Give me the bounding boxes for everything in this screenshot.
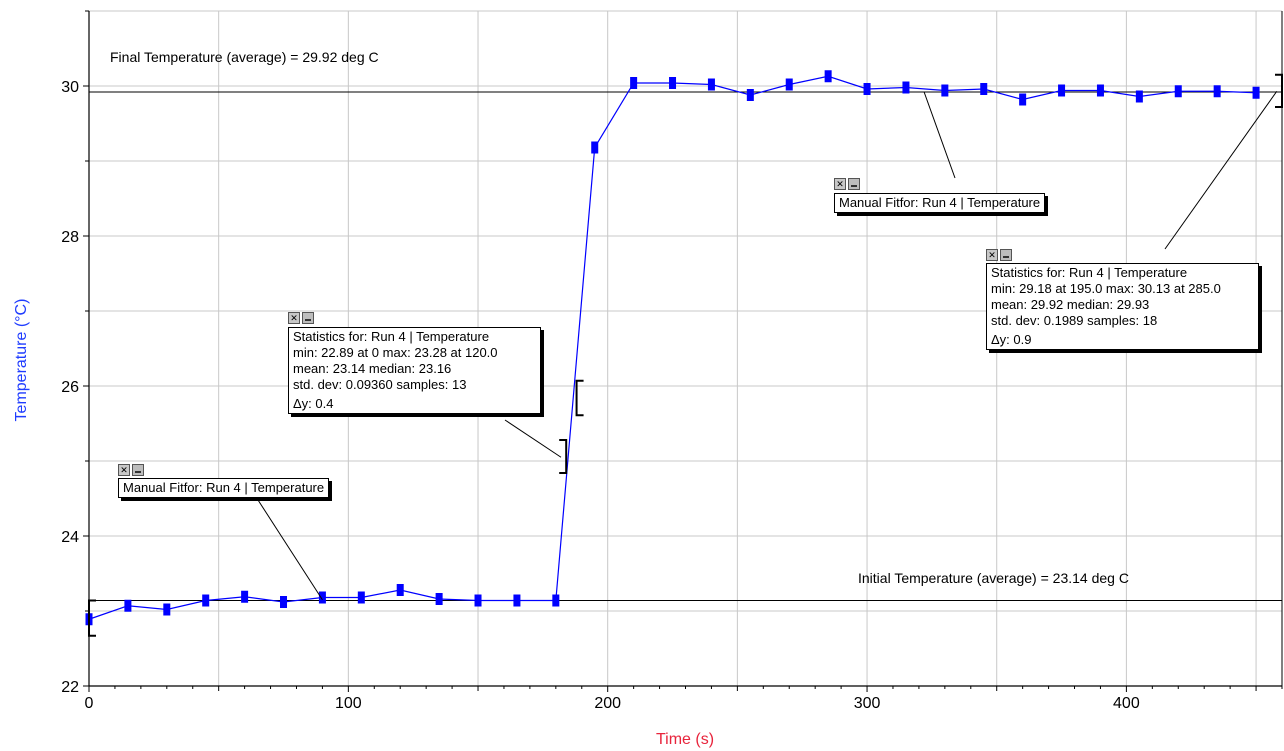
close-icon[interactable]: ✕	[834, 178, 846, 190]
data-point	[280, 596, 288, 608]
x-tick-label: 300	[854, 695, 881, 712]
data-point	[591, 141, 599, 154]
initial-temperature-label: Initial Temperature (average) = 23.14 de…	[858, 570, 1129, 586]
data-point	[396, 584, 404, 596]
y-axis-label: Temperature (°C)	[13, 299, 30, 422]
data-point	[630, 77, 638, 89]
close-icon[interactable]: ✕	[288, 312, 300, 324]
stats-min-max: min: 22.89 at 0 max: 23.28 at 120.0	[293, 345, 498, 360]
statistics-box-1[interactable]: Statistics for: Run 4 | Temperature min:…	[288, 327, 541, 414]
stats-title: Statistics for: Run 4 | Temperature	[293, 329, 490, 344]
x-tick-label: 100	[335, 695, 362, 712]
selection-brackets	[88, 73, 1283, 637]
leader-lines	[257, 90, 1278, 601]
manual-fit-box-2[interactable]: Manual Fitfor: Run 4 | Temperature	[834, 193, 1046, 213]
stats-mean-median: mean: 23.14 median: 23.16	[293, 361, 452, 376]
data-point	[1058, 84, 1066, 97]
series-run-4-temperature[interactable]	[85, 70, 1260, 626]
x-axis-label: Time (s)	[656, 731, 714, 748]
minimize-icon[interactable]	[302, 312, 314, 324]
close-icon[interactable]: ✕	[118, 464, 130, 476]
manual-fit-box-1[interactable]: Manual Fitfor: Run 4 | Temperature	[118, 478, 330, 498]
bracket-right	[1275, 73, 1283, 108]
data-point	[552, 594, 560, 607]
minimize-icon[interactable]	[132, 464, 144, 476]
delta-symbol: Δy:	[991, 332, 1010, 347]
data-point	[824, 70, 832, 83]
data-point	[1213, 85, 1221, 98]
data-point	[669, 77, 677, 89]
statistics-box-2[interactable]: Statistics for: Run 4 | Temperature min:…	[986, 263, 1259, 350]
final-temperature-label: Final Temperature (average) = 29.92 deg …	[110, 49, 379, 65]
data-point	[1019, 93, 1027, 106]
y-tick-label: 30	[61, 79, 79, 96]
data-point	[1135, 90, 1143, 103]
fit-box-1-controls: ✕	[118, 464, 144, 476]
data-point	[863, 83, 871, 95]
minimize-icon[interactable]	[848, 178, 860, 190]
data-point	[318, 591, 326, 604]
fit-lines	[89, 91, 1282, 601]
minimize-icon[interactable]	[1000, 249, 1012, 261]
manual-fit-label: Manual Fitfor: Run 4 | Temperature	[123, 480, 325, 495]
x-tick-label: 0	[85, 695, 94, 712]
y-tick-label: 28	[61, 229, 79, 246]
data-point	[746, 89, 754, 101]
stats-box-1-controls: ✕	[288, 312, 314, 324]
fit-box-2-controls: ✕	[834, 178, 860, 190]
leader-line	[257, 499, 323, 601]
close-icon[interactable]: ✕	[986, 249, 998, 261]
leader-line	[504, 419, 562, 458]
manual-fit-label: Manual Fitfor: Run 4 | Temperature	[839, 195, 1041, 210]
data-point	[513, 594, 521, 607]
tick-labels: 0 100 200 300 400 22 24 26 28 30	[61, 79, 1140, 712]
leader-line	[923, 91, 956, 179]
delta-value: 0.4	[315, 396, 334, 411]
stats-stddev-samples: std. dev: 0.09360 samples: 13	[293, 377, 467, 392]
data-point	[785, 78, 793, 91]
stats-title: Statistics for: Run 4 | Temperature	[991, 265, 1188, 280]
x-tick-label: 200	[594, 695, 621, 712]
data-point	[357, 591, 365, 604]
data-point	[941, 84, 949, 97]
data-point	[1252, 86, 1260, 99]
stats-stddev-samples: std. dev: 0.1989 samples: 18	[991, 313, 1158, 328]
data-point	[1096, 84, 1104, 97]
data-point	[124, 599, 132, 612]
data-point	[241, 590, 249, 603]
stats-box-2-controls: ✕	[986, 249, 1012, 261]
bracket-mid-2	[575, 379, 584, 417]
stats-mean-median: mean: 29.92 median: 29.93	[991, 297, 1150, 312]
data-point	[474, 594, 482, 607]
axes	[83, 10, 1283, 692]
y-tick-label: 22	[61, 679, 79, 696]
data-point	[163, 603, 171, 616]
stats-delta-y: Δy: 0.9	[991, 332, 1254, 348]
delta-value: 0.9	[1013, 332, 1032, 347]
stats-delta-y: Δy: 0.4	[293, 396, 536, 412]
leader-line	[1164, 90, 1278, 250]
delta-symbol: Δy:	[293, 396, 312, 411]
y-tick-label: 26	[61, 379, 79, 396]
data-point	[435, 593, 443, 605]
x-tick-label: 400	[1113, 695, 1140, 712]
data-point	[902, 81, 910, 94]
data-point	[707, 78, 715, 91]
y-tick-label: 24	[61, 529, 79, 546]
bracket-mid-1	[559, 439, 568, 474]
data-point	[202, 594, 210, 607]
data-point	[980, 83, 988, 95]
data-point	[1174, 85, 1182, 98]
stats-min-max: min: 29.18 at 195.0 max: 30.13 at 285.0	[991, 281, 1221, 296]
